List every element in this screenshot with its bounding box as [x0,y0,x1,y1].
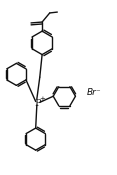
Text: P: P [34,99,41,108]
Text: Br⁻: Br⁻ [86,88,101,97]
Text: +: + [40,96,45,102]
